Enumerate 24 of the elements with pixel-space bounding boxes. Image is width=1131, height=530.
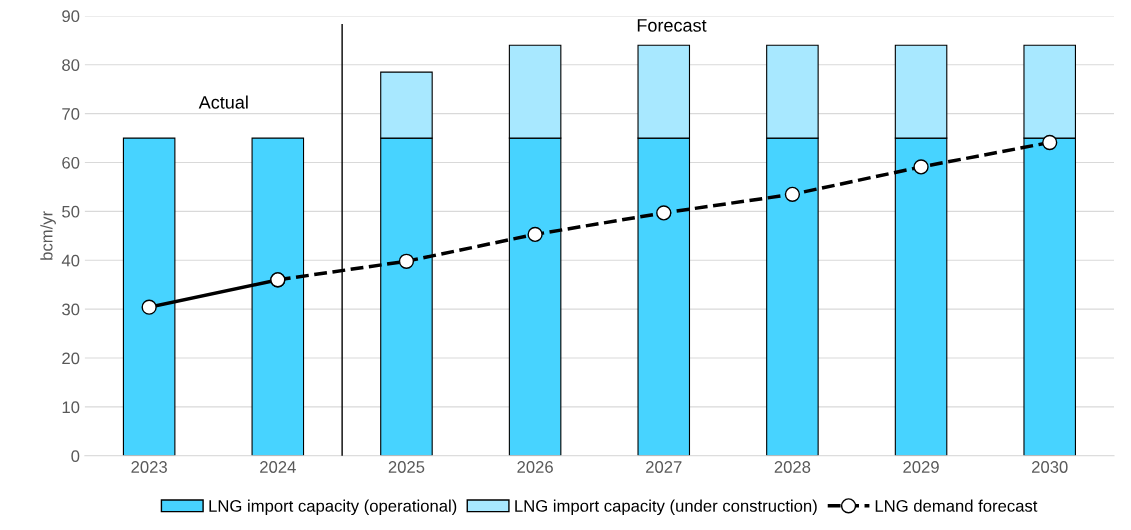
y-tick-label: 40	[61, 254, 80, 267]
x-tick-label: 2028	[774, 461, 811, 473]
x-tick-label: 2030	[1032, 461, 1068, 473]
annotation: Forecast	[637, 19, 707, 32]
x-tick-label: 2023	[131, 461, 167, 473]
y-tick-label: 30	[62, 303, 80, 316]
x-tick-label: 2026	[517, 461, 553, 473]
y-tick-label: 90	[62, 10, 80, 23]
y-tick-label: 20	[62, 352, 80, 365]
annotation: Actual	[198, 95, 248, 109]
y-tick-label: 0	[71, 450, 80, 462]
y-axis-title: bcm/yr	[40, 211, 56, 260]
y-tick-label: 60	[62, 156, 80, 169]
y-tick-label: 80	[62, 59, 80, 71]
x-tick-label: 2029	[903, 461, 939, 473]
legend-label: LNG import capacity (operational)	[209, 499, 457, 516]
legend-label: LNG demand forecast	[875, 499, 1038, 512]
y-tick-label: 10	[62, 401, 80, 414]
x-tick-label: 2027	[646, 461, 682, 473]
y-tick-label: 70	[62, 108, 80, 120]
legend-label: LNG import capacity (under construction)	[515, 499, 817, 516]
x-tick-label: 2025	[388, 461, 425, 473]
x-tick-label: 2024	[260, 461, 296, 473]
y-tick-label: 50	[62, 205, 80, 218]
